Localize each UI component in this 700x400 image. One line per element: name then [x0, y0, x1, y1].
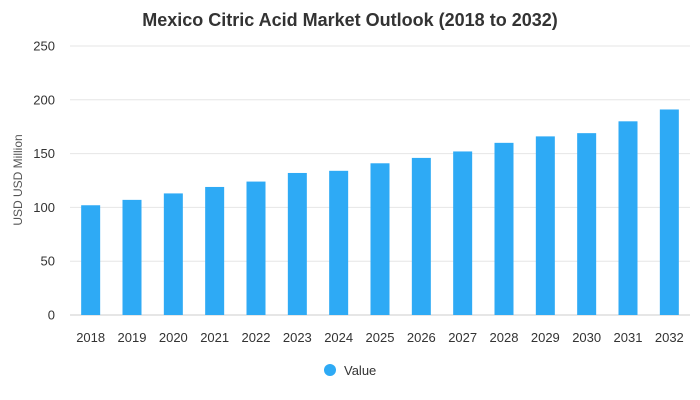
bar-2018[interactable]: [81, 205, 101, 315]
x-tick-label: 2030: [572, 330, 601, 345]
bar-2020[interactable]: [163, 193, 183, 315]
bar-2023[interactable]: [287, 172, 307, 315]
x-tick-label: 2026: [407, 330, 436, 345]
bars: [81, 109, 679, 315]
x-tick-label: 2029: [531, 330, 560, 345]
bar-2026[interactable]: [411, 157, 431, 315]
legend-label: Value: [344, 363, 376, 378]
bar-2029[interactable]: [535, 136, 555, 315]
x-tick-label: 2020: [159, 330, 188, 345]
x-tick-label: 2031: [614, 330, 643, 345]
x-tick-label: 2021: [200, 330, 229, 345]
bar-2028[interactable]: [494, 142, 514, 315]
y-tick-label: 50: [41, 254, 55, 269]
bar-2031[interactable]: [618, 121, 638, 315]
x-tick-label: 2022: [242, 330, 271, 345]
bar-2022[interactable]: [246, 181, 266, 315]
bar-2021[interactable]: [205, 186, 225, 315]
bar-2024[interactable]: [329, 170, 349, 315]
x-tick-label: 2032: [655, 330, 684, 345]
x-tick-label: 2028: [490, 330, 519, 345]
y-tick-label: 100: [33, 200, 55, 215]
y-axis-ticks: 0 50 100 150 200 250: [33, 39, 55, 323]
x-tick-label: 2024: [324, 330, 353, 345]
x-tick-label: 2023: [283, 330, 312, 345]
y-tick-label: 0: [48, 308, 55, 323]
bar-2030[interactable]: [577, 133, 597, 315]
bar-2027[interactable]: [453, 151, 473, 315]
legend-marker-icon: [324, 364, 336, 376]
legend[interactable]: Value: [324, 363, 376, 378]
bar-2032[interactable]: [659, 109, 679, 315]
bar-2019[interactable]: [122, 199, 142, 315]
bar-2025[interactable]: [370, 163, 390, 315]
y-tick-label: 200: [33, 92, 55, 107]
y-axis-title: USD USD Million: [11, 134, 25, 225]
y-tick-label: 250: [33, 39, 55, 54]
x-tick-label: 2018: [76, 330, 105, 345]
x-axis-ticks: 2018 2019 2020 2021 2022 2023 2024 2025 2026 2027…: [76, 330, 684, 345]
x-tick-label: 2025: [366, 330, 395, 345]
chart-title: Mexico Citric Acid Market Outlook (2018 …: [142, 10, 557, 30]
x-tick-label: 2019: [118, 330, 147, 345]
x-tick-label: 2027: [448, 330, 477, 345]
y-tick-label: 150: [33, 146, 55, 161]
